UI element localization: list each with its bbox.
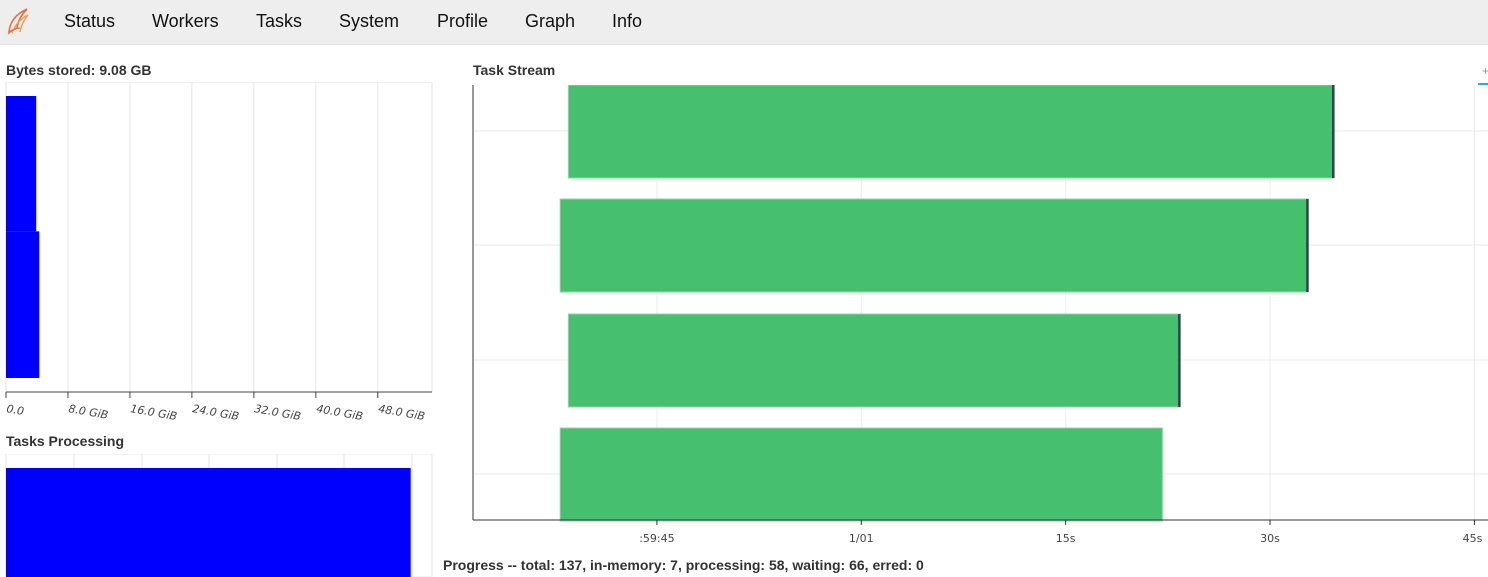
tick-label: 45s [1463, 532, 1483, 545]
nav-system[interactable]: System [339, 11, 400, 31]
dask-flame-icon[interactable] [6, 6, 32, 36]
tick-label: :59:45 [639, 532, 674, 545]
plot-toolbar[interactable]: + [1478, 64, 1488, 86]
tasks-processing-chart[interactable] [0, 454, 440, 577]
task-bar [567, 85, 1335, 179]
progress-summary: Progress -- total: 137, in-memory: 7, pr… [443, 557, 924, 573]
bytes-stored-chart[interactable]: 0.0 8.0 GiB 16.0 GiB 24.0 GiB 32.0 GiB 40.0 G… [0, 82, 440, 422]
active-tool-indicator [1478, 83, 1488, 85]
tasks-processing-title: Tasks Processing [6, 433, 125, 449]
task-bar [559, 427, 1163, 522]
tick-label: 8.0 GiB [67, 402, 109, 422]
nav-workers[interactable]: Workers [152, 11, 219, 31]
task-bar [559, 198, 1309, 293]
nav-status[interactable]: Status [64, 11, 116, 31]
nav-graph[interactable]: Graph [525, 11, 576, 31]
memory-bar [6, 96, 37, 232]
task-stream-chart[interactable]: :59:45 1/01 15s 30s 45s [465, 85, 1488, 550]
tick-label: 16.0 GiB [129, 402, 178, 422]
tick-label: 24.0 GiB [191, 402, 240, 422]
tick-label: 1/01 [849, 532, 874, 545]
memory-bar [6, 231, 40, 378]
plot-frame [5, 82, 433, 393]
tick-label: 32.0 GiB [253, 402, 302, 422]
task-stream-title: Task Stream [473, 62, 556, 78]
bytes-stored-title: Bytes stored: 9.08 GB [6, 62, 152, 78]
tick-label: 48.0 GiB [377, 402, 426, 422]
tick-label: 40.0 GiB [315, 402, 364, 422]
processing-bar [6, 468, 411, 577]
nav-info[interactable]: Info [612, 11, 643, 31]
navbar: Status Workers Tasks System Profile Grap… [0, 0, 1488, 45]
tick-label: 30s [1260, 532, 1280, 545]
tick-label: 0.0 [5, 402, 24, 418]
task-end-marker [1306, 199, 1309, 292]
task-bar [567, 313, 1181, 408]
nav-tasks[interactable]: Tasks [256, 11, 303, 31]
pan-tool-icon[interactable]: + [1482, 64, 1488, 78]
nav-profile[interactable]: Profile [437, 11, 489, 31]
task-end-marker [1332, 85, 1335, 178]
task-end-marker [1178, 314, 1181, 407]
tick-label: 15s [1056, 532, 1076, 545]
